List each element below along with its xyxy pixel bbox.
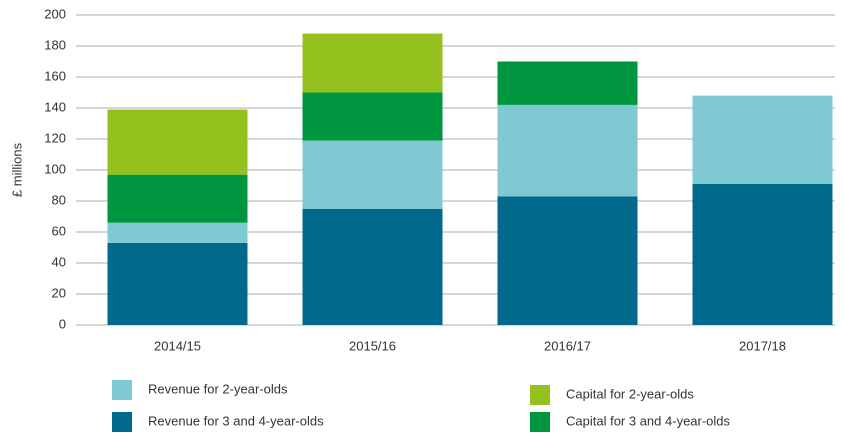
y-tick-label: 20 [52,285,66,300]
x-tick-label: 2017/18 [739,338,786,353]
legend-swatch [530,385,550,405]
x-tick-label: 2015/16 [349,338,396,353]
bar-segment [107,222,248,243]
y-tick-label: 0 [59,316,66,331]
bar-segment [302,33,443,93]
bar-segment [692,183,833,325]
y-tick-label: 40 [52,254,66,269]
x-tick-label: 2014/15 [154,338,201,353]
y-tick-label: 80 [52,192,66,207]
y-tick-label: 180 [44,37,66,52]
y-tick-label: 160 [44,68,66,83]
legend-label: Capital for 3 and 4-year-olds [566,413,731,428]
bar-segment [497,104,638,197]
bar-segment [302,92,443,141]
bar-segment [497,61,638,105]
y-tick-label: 60 [52,223,66,238]
legend-label: Revenue for 2-year-olds [148,381,288,396]
y-tick-label: 100 [44,161,66,176]
bar-segment [107,174,248,223]
legend-label: Capital for 2-year-olds [566,386,694,401]
bar-segment [497,196,638,325]
bar-segment [107,109,248,175]
bar-segment [302,208,443,325]
x-tick-label: 2016/17 [544,338,591,353]
y-axis-label: £ millions [9,142,24,197]
bar-segment [692,95,833,184]
y-tick-label: 120 [44,130,66,145]
legend-label: Revenue for 3 and 4-year-olds [148,413,324,428]
bar-segment [107,242,248,325]
legend-swatch [530,412,550,432]
y-tick-label: 140 [44,99,66,114]
legend-swatch [112,412,132,432]
legend-swatch [112,380,132,400]
y-tick-label: 200 [44,6,66,21]
bar-segment [302,140,443,209]
